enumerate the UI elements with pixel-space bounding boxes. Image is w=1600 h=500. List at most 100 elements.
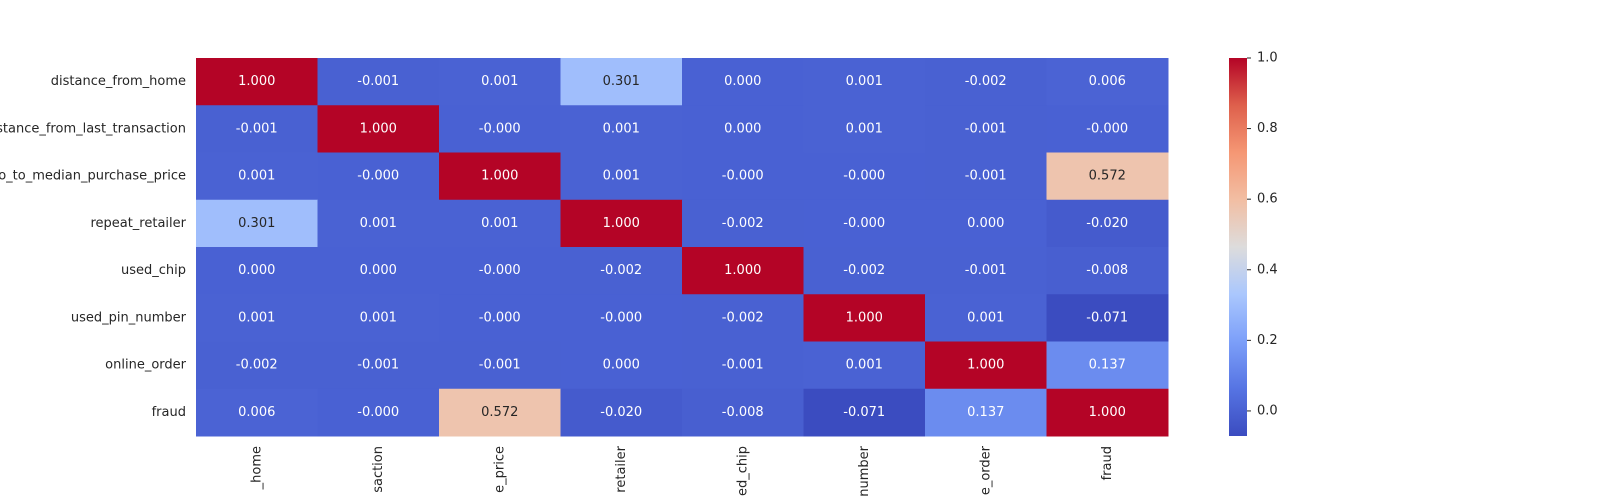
heatmap-cell xyxy=(925,58,1047,106)
cell-label: 1.000 xyxy=(481,169,518,184)
cell-label: -0.000 xyxy=(479,263,521,278)
colorbar-tick-label: 0.6 xyxy=(1257,192,1278,207)
cell-label: -0.000 xyxy=(1086,121,1128,136)
heatmap-cell xyxy=(1046,247,1169,295)
y-tick-label: used_chip xyxy=(121,263,186,278)
heatmap-cell xyxy=(317,294,440,342)
heatmap-cell xyxy=(682,341,804,390)
y-tick-label: distance_from_home xyxy=(51,74,186,89)
heatmap-cell xyxy=(803,341,926,390)
heatmap-cell xyxy=(439,105,561,153)
colorbar-tick-label: 0.0 xyxy=(1257,403,1278,418)
heatmap-cell xyxy=(560,247,683,295)
cell-label: -0.020 xyxy=(1086,216,1128,231)
heatmap-cell xyxy=(196,341,318,390)
heatmap-cell xyxy=(682,247,804,295)
heatmap-cell xyxy=(560,199,683,248)
cell-label: 0.006 xyxy=(238,405,275,420)
cell-label: 0.001 xyxy=(603,121,640,136)
heatmap-cell xyxy=(682,388,804,437)
heatmap-cell xyxy=(1046,388,1169,437)
cell-label: -0.008 xyxy=(1086,263,1128,278)
heatmap-cell xyxy=(196,247,318,295)
cell-label: -0.001 xyxy=(479,358,521,373)
cell-label: 0.001 xyxy=(360,310,397,325)
cell-label: 0.000 xyxy=(238,263,275,278)
cell-label: -0.002 xyxy=(722,216,764,231)
heatmap-cell xyxy=(803,388,926,437)
cell-label: -0.020 xyxy=(600,405,642,420)
cell-label: 0.301 xyxy=(603,74,640,89)
cell-label: 0.001 xyxy=(238,310,275,325)
heatmap-cell xyxy=(803,58,926,106)
heatmap-cell xyxy=(439,247,561,295)
cell-label: -0.002 xyxy=(722,310,764,325)
colorbar-tick-label: 0.4 xyxy=(1257,262,1278,277)
cell-label: -0.000 xyxy=(843,169,885,184)
cell-label: 0.001 xyxy=(481,216,518,231)
heatmap-cell xyxy=(682,58,804,106)
x-tick-label: fraud xyxy=(1100,446,1115,480)
heatmap-cell xyxy=(1046,294,1169,342)
heatmap-cell xyxy=(682,294,804,342)
colorbar xyxy=(1229,58,1247,436)
x-tick-label: _home xyxy=(249,446,264,490)
cell-label: -0.071 xyxy=(843,405,885,420)
y-tick-label: fraud xyxy=(152,405,186,420)
x-tick-label: e_price xyxy=(492,446,507,493)
cell-label: 0.137 xyxy=(1089,358,1126,373)
heatmap-cell xyxy=(196,152,318,201)
cell-label: -0.008 xyxy=(722,405,764,420)
heatmap-cell xyxy=(1046,152,1169,201)
heatmap-cell xyxy=(560,294,683,342)
y-tick-label: distance_from_last_transaction xyxy=(0,121,186,136)
cell-label: -0.000 xyxy=(357,405,399,420)
heatmap-cell xyxy=(317,58,440,106)
cell-label: 1.000 xyxy=(603,216,640,231)
heatmap-cell xyxy=(439,388,561,437)
heatmap-cell xyxy=(1046,105,1169,153)
y-tick-label: tio_to_median_purchase_price xyxy=(0,169,186,184)
heatmap-cell xyxy=(925,199,1047,248)
cell-label: 0.572 xyxy=(481,405,518,420)
cell-label: -0.001 xyxy=(357,74,399,89)
cell-label: 1.000 xyxy=(724,263,761,278)
cell-label: 1.000 xyxy=(1089,405,1126,420)
cell-label: 0.000 xyxy=(724,121,761,136)
heatmap-cell xyxy=(196,58,318,106)
heatmap-cell xyxy=(560,152,683,201)
colorbar-tick-label: 0.2 xyxy=(1257,333,1278,348)
heatmap-cell xyxy=(196,105,318,153)
cell-label: 0.001 xyxy=(846,358,883,373)
heatmap-cell xyxy=(196,388,318,437)
cell-label: 0.572 xyxy=(1089,169,1126,184)
cell-label: 0.137 xyxy=(967,405,1004,420)
heatmap-cell xyxy=(925,247,1047,295)
heatmap-cell xyxy=(560,388,683,437)
x-tick-label: ed_chip xyxy=(735,446,750,496)
heatmap-cell xyxy=(1046,199,1169,248)
heatmap-cell xyxy=(439,58,561,106)
heatmap-cell xyxy=(317,247,440,295)
cell-label: -0.000 xyxy=(600,310,642,325)
x-tick-label: number xyxy=(857,445,872,496)
cell-label: 0.001 xyxy=(846,121,883,136)
cell-label: 0.001 xyxy=(603,169,640,184)
heatmap-cell xyxy=(682,105,804,153)
heatmap-cell xyxy=(925,152,1047,201)
heatmap-cell xyxy=(925,294,1047,342)
heatmap-cell xyxy=(803,105,926,153)
heatmap-cell xyxy=(317,105,440,153)
cell-label: -0.001 xyxy=(236,121,278,136)
y-tick-label: repeat_retailer xyxy=(90,216,186,231)
cell-label: 0.001 xyxy=(238,169,275,184)
heatmap-cell xyxy=(317,388,440,437)
colorbar-tick-label: 1.0 xyxy=(1257,51,1278,66)
cell-label: 1.000 xyxy=(238,74,275,89)
heatmap-cell xyxy=(682,152,804,201)
cell-label: 1.000 xyxy=(846,310,883,325)
cell-label: -0.000 xyxy=(843,216,885,231)
heatmap-cell xyxy=(560,58,683,106)
cell-label: -0.002 xyxy=(236,358,278,373)
